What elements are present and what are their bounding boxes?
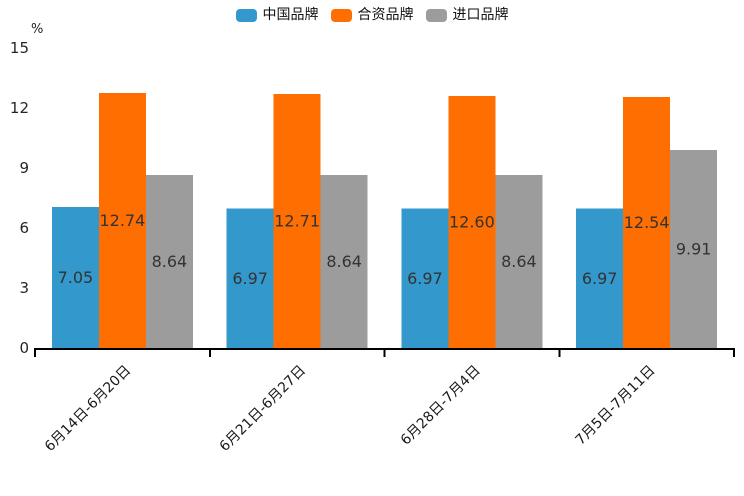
bar-china-brand-week1 <box>51 207 99 348</box>
x-axis-tick-label: 6月28日-7月4日 <box>398 363 484 449</box>
bar-value-label: 6.97 <box>582 269 618 288</box>
bar-value-label: 9.91 <box>676 239 712 258</box>
bar-value-label: 7.05 <box>58 268 94 287</box>
bar-value-label: 8.64 <box>501 252 537 271</box>
bar-group-1: 7.05 12.74 8.64 <box>51 93 193 348</box>
bar-joint-venture-brand-week3 <box>448 96 496 348</box>
bar-china-brand-week3 <box>401 208 449 348</box>
bar-joint-venture-brand-week1 <box>98 93 146 348</box>
bar-value-label: 8.64 <box>152 252 188 271</box>
bar-value-label: 12.71 <box>274 211 320 230</box>
bar-china-brand-week2 <box>226 208 274 348</box>
bar-value-label: 6.97 <box>407 269 443 288</box>
legend-item-china-brand[interactable]: 中国品牌 <box>235 7 319 23</box>
bar-import-brand-week4 <box>670 149 718 348</box>
legend-swatch-china-brand <box>235 8 257 22</box>
bar-value-label: 12.74 <box>99 211 145 230</box>
legend-item-import-brand[interactable]: 进口品牌 <box>425 7 509 23</box>
legend-item-joint-venture-brand[interactable]: 合资品牌 <box>330 7 414 23</box>
legend-label: 合资品牌 <box>357 7 414 23</box>
bar-group-3: 6.97 12.60 8.64 <box>401 96 543 348</box>
bar-group-4: 6.97 12.54 9.91 <box>576 97 718 348</box>
legend-label: 中国品牌 <box>262 7 319 23</box>
legend-label: 进口品牌 <box>452 7 509 23</box>
bar-import-brand-week2 <box>320 175 368 348</box>
bar-import-brand-week3 <box>495 175 543 348</box>
chart-legend: 中国品牌 合资品牌 进口品牌 <box>0 8 744 22</box>
y-axis-tick-label: 9 <box>19 159 29 177</box>
x-axis-tick-label: 7月5日-7月11日 <box>572 363 658 449</box>
y-axis-unit-label: % <box>31 22 43 37</box>
y-axis-tick-label: 3 <box>19 279 29 297</box>
y-axis-tick-label: 15 <box>10 39 29 57</box>
bar-import-brand-week1 <box>145 175 193 348</box>
x-axis-tick-label: 6月14日-6月20日 <box>42 363 134 455</box>
bar-value-label: 6.97 <box>232 269 268 288</box>
bar-value-label: 12.54 <box>624 213 670 232</box>
bar-group-2: 6.97 12.71 8.64 <box>226 93 368 348</box>
y-axis-tick-label: 12 <box>10 99 29 117</box>
legend-swatch-import-brand <box>425 8 447 22</box>
bar-china-brand-week4 <box>576 208 624 348</box>
bar-value-label: 8.64 <box>326 252 362 271</box>
legend-swatch-joint-venture-brand <box>330 8 352 22</box>
y-axis-tick-label: 0 <box>19 339 29 357</box>
y-axis-tick-label: 6 <box>19 219 29 237</box>
x-axis-tick-label: 6月21日-6月27日 <box>217 363 309 455</box>
bar-joint-venture-brand-week4 <box>623 97 671 348</box>
bar-joint-venture-brand-week2 <box>273 93 321 348</box>
bar-value-label: 12.60 <box>449 213 495 232</box>
